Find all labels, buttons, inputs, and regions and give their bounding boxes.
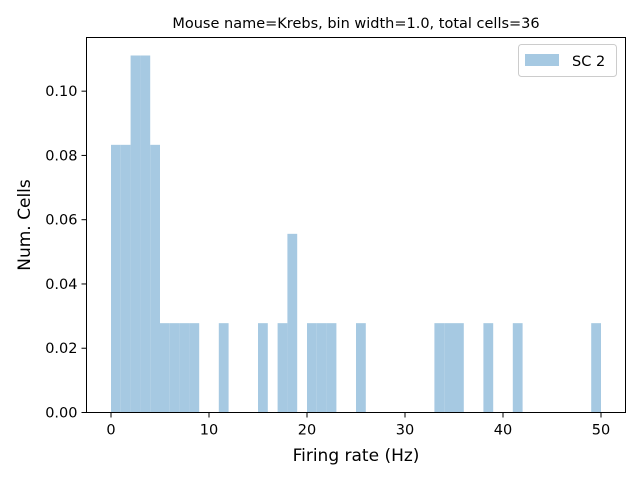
x-tick-label: 30 <box>396 423 414 439</box>
histogram-bar <box>277 323 288 413</box>
y-tick-label: 0.06 <box>45 213 77 229</box>
histogram-bar <box>169 323 180 413</box>
legend-box <box>518 44 617 77</box>
histogram-bar <box>454 323 464 413</box>
histogram-bar <box>150 144 160 413</box>
legend: SC 2 <box>518 44 617 77</box>
histogram-bar <box>258 323 268 413</box>
plot-frame <box>86 37 626 413</box>
y-tick-label: 0.02 <box>45 341 77 357</box>
chart-title: Mouse name=Krebs, bin width=1.0, total c… <box>172 16 539 32</box>
histogram-bar <box>179 323 190 413</box>
histogram-bar <box>356 323 366 413</box>
histogram-bar <box>287 233 298 413</box>
y-tick-label: 0.08 <box>45 148 77 164</box>
histogram-bar <box>189 323 200 413</box>
y-axis-ticks: 0.00 0.02 0.04 0.06 0.08 0.10 <box>45 84 87 422</box>
legend-label: SC 2 <box>572 54 605 70</box>
x-tick-label: 0 <box>106 423 115 439</box>
histogram-bar <box>307 323 317 413</box>
histogram-bar <box>316 323 327 413</box>
y-tick-label: 0.00 <box>45 406 77 422</box>
legend-swatch <box>525 54 559 66</box>
histogram-bar <box>512 323 523 413</box>
x-tick-label: 10 <box>200 423 218 439</box>
x-tick-label: 20 <box>298 423 316 439</box>
histogram-bar <box>120 144 131 413</box>
histogram-bar <box>434 323 445 413</box>
y-tick-label: 0.10 <box>45 84 77 100</box>
histogram-bar <box>111 144 121 413</box>
histogram-bar <box>160 323 170 413</box>
histogram-bar <box>326 323 337 413</box>
bars-group <box>111 55 601 413</box>
histogram-bar <box>444 323 454 413</box>
x-tick-label: 50 <box>592 423 610 439</box>
x-axis-ticks: 0 10 20 30 40 50 <box>106 412 610 439</box>
y-tick-label: 0.04 <box>45 277 77 293</box>
y-axis-label: Num. Cells <box>15 179 35 271</box>
axes-frame <box>86 37 626 413</box>
histogram-bar <box>483 323 494 413</box>
histogram-bar <box>140 55 151 413</box>
x-tick-label: 40 <box>494 423 512 439</box>
histogram-bar <box>591 323 601 413</box>
histogram-bar <box>218 323 229 413</box>
x-axis-label: Firing rate (Hz) <box>293 446 420 466</box>
histogram-bar <box>130 55 141 413</box>
